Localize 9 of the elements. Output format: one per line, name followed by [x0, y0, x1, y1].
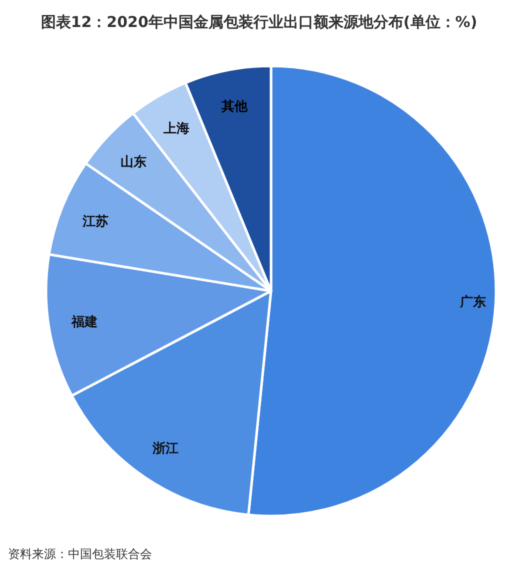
- slice-label: 山东: [120, 154, 147, 170]
- chart-title: 图表12：2020年中国金属包装行业出口额来源地分布(单位：%): [40, 13, 478, 31]
- slice-label: 浙江: [151, 442, 178, 457]
- slice-label: 广东: [459, 294, 486, 310]
- slice-label: 上海: [162, 121, 190, 136]
- text: 资料来源：中国包装联合会: [8, 547, 152, 561]
- slice-label: 江苏: [82, 214, 109, 230]
- slice-label: 福建: [70, 314, 98, 330]
- slice-label: 其他: [220, 100, 248, 115]
